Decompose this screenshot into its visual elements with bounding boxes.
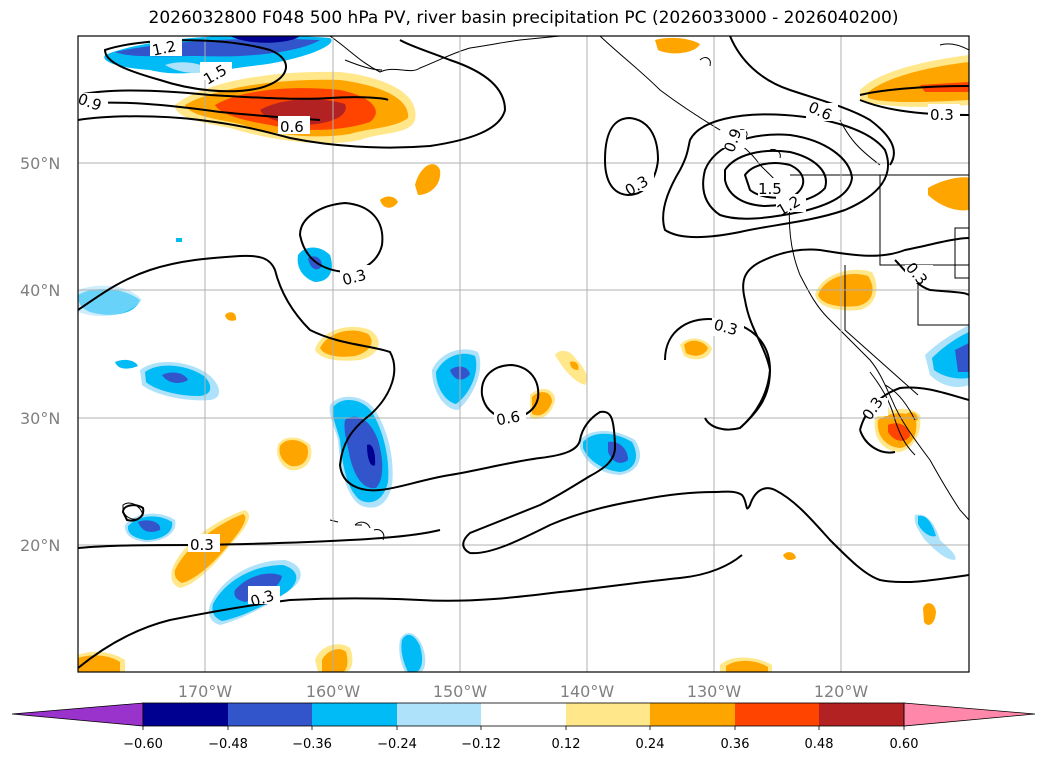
contour-label: 0.3 xyxy=(712,316,740,340)
contour-label: 0.3 xyxy=(930,106,954,124)
colorbar-segment xyxy=(312,703,397,726)
colorbar-tick-label: 0.12 xyxy=(552,737,581,752)
longitude-labels: 170°W 160°W 150°W 140°W 130°W 120°W xyxy=(178,682,869,701)
contour-label: 0.6 xyxy=(495,407,522,429)
map-frame xyxy=(77,35,970,673)
contour-label: 0.6 xyxy=(280,118,304,136)
gridlines xyxy=(78,36,969,672)
colorbar-under-extension xyxy=(11,702,144,727)
lat-label-20n: 20°N xyxy=(20,536,60,555)
lat-label-40n: 40°N xyxy=(20,281,60,300)
lat-label-30n: 30°N xyxy=(20,409,60,428)
map-background xyxy=(78,36,969,672)
contour-label: 0.3 xyxy=(340,266,368,290)
colorbar-tick-label: −0.24 xyxy=(377,737,417,752)
colorbar-tick-label: −0.48 xyxy=(208,737,248,752)
lon-label-140w: 140°W xyxy=(560,682,615,701)
colorbar-over-extension xyxy=(903,702,1036,727)
colorbar-tick-label: 0.48 xyxy=(805,737,834,752)
latitude-labels: 50°N 40°N 30°N 20°N xyxy=(20,154,60,555)
lon-label-120w: 120°W xyxy=(814,682,869,701)
precip-shading xyxy=(78,36,969,672)
colorbar-segment xyxy=(650,703,735,726)
colorbar-segment xyxy=(566,703,650,726)
lon-label-170w: 170°W xyxy=(178,682,233,701)
colorbar-segment xyxy=(397,703,481,726)
contour-label: 1.2 xyxy=(151,37,178,60)
colorbar-tick-label: −0.36 xyxy=(292,737,332,752)
colorbar-tick-label: 0.24 xyxy=(636,737,665,752)
colorbar-segment xyxy=(819,703,904,726)
lon-label-130w: 130°W xyxy=(687,682,742,701)
contour-label: 0.3 xyxy=(190,536,214,554)
lon-label-150w: 150°W xyxy=(433,682,488,701)
colorbar-segment xyxy=(481,703,566,726)
map-title: 2026032800 F048 500 hPa PV, river basin … xyxy=(148,8,899,28)
contour-label-backgrounds xyxy=(78,38,960,604)
colorbar-segment xyxy=(143,703,228,726)
colorbar-tick-label: 0.36 xyxy=(721,737,750,752)
colorbar-tick-label: 0.60 xyxy=(890,737,919,752)
colorbar-tick-label: −0.60 xyxy=(123,737,163,752)
contour-label: 1.5 xyxy=(758,180,782,198)
lat-label-50n: 50°N xyxy=(20,154,60,173)
colorbar-segment xyxy=(228,703,312,726)
lon-label-160w: 160°W xyxy=(306,682,361,701)
colorbar: −0.60 −0.48 −0.36 −0.24 −0.12 0.12 0.24 … xyxy=(11,702,1036,752)
colorbar-tick-label: −0.12 xyxy=(461,737,501,752)
colorbar-segment xyxy=(735,703,819,726)
